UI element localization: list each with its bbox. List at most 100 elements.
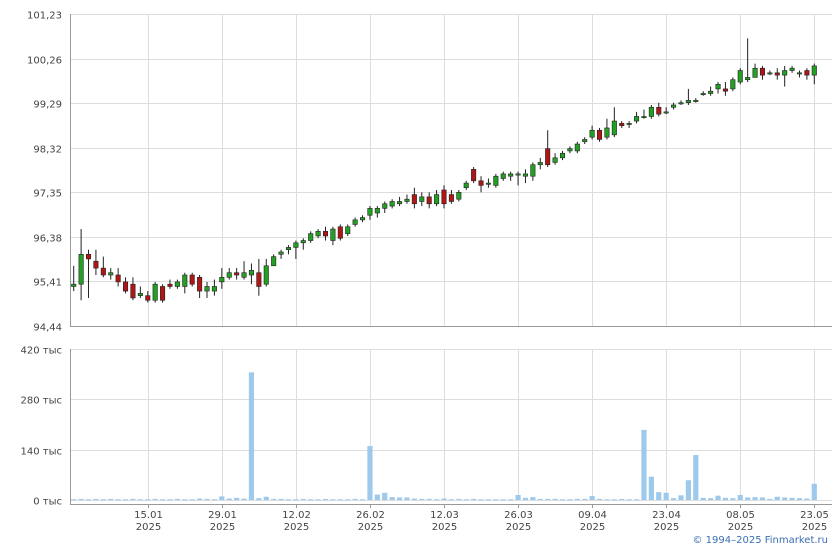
volume-bar — [78, 498, 84, 500]
volume-bar — [567, 499, 573, 501]
price-y-tick-label: 97,35 — [33, 189, 62, 200]
candle-body — [293, 242, 299, 248]
volume-bar — [108, 498, 114, 500]
candle-body — [315, 231, 321, 237]
volume-bar — [85, 499, 92, 501]
candle-body — [500, 173, 506, 179]
volume-bar — [463, 499, 469, 501]
candle-body — [345, 226, 351, 234]
candle-body — [226, 272, 232, 278]
candle-body — [137, 293, 143, 296]
volume-bar — [530, 497, 536, 500]
x-tick-label-year: 2025 — [432, 522, 457, 533]
volume-bar — [300, 498, 306, 500]
volume-bar — [100, 499, 106, 501]
price-y-tick-label: 100,26 — [27, 56, 62, 67]
volume-bar — [633, 499, 640, 501]
candle-body — [441, 189, 447, 205]
volume-bar — [471, 498, 477, 500]
volume-bar — [626, 499, 632, 501]
candle-body — [197, 276, 203, 292]
volume-bar — [478, 499, 484, 501]
x-tick-label-year: 2025 — [728, 522, 753, 533]
volume-bar — [730, 498, 736, 500]
candle-body — [745, 77, 751, 81]
volume-bar — [456, 498, 462, 500]
volume-bar — [122, 499, 129, 501]
volume-bar — [396, 497, 403, 500]
volume-bar — [508, 499, 514, 501]
x-tick-label-date: 12.03 — [430, 510, 459, 521]
candle-body — [167, 283, 173, 287]
candle-body — [493, 175, 499, 186]
volume-bar — [145, 499, 151, 501]
candle-body — [567, 148, 573, 152]
volume-bar — [426, 498, 432, 500]
candle-body — [530, 164, 536, 177]
volume-bar — [352, 498, 358, 500]
volume-bar — [619, 498, 625, 500]
volume-bar — [537, 498, 543, 500]
candle-body — [752, 67, 758, 78]
volume-bar — [582, 498, 588, 500]
volume-bar — [804, 498, 810, 500]
chart-axes — [70, 14, 832, 508]
candle-body — [404, 198, 410, 202]
volume-bar — [500, 499, 506, 501]
volume-bar — [167, 499, 173, 501]
candle-body — [759, 67, 765, 76]
volume-bar — [226, 498, 232, 500]
volume-bar — [545, 498, 551, 500]
volume-bar — [182, 499, 188, 501]
volume-bar — [441, 498, 447, 500]
candle-body — [389, 201, 395, 207]
tick-labels: 101,23 100,26 99,29 98,32 97,35 96,38 95,41 94,… — [21, 11, 829, 534]
volume-bar — [411, 498, 417, 500]
volume-bar — [693, 455, 699, 500]
volume-bar — [589, 496, 595, 500]
candle-body — [100, 267, 106, 276]
price-y-tick-label: 94,44 — [33, 323, 62, 334]
candle-body — [722, 88, 728, 92]
volume-bar — [315, 499, 321, 501]
volume-bar — [197, 498, 203, 500]
volume-bar — [559, 499, 566, 501]
candle-body — [397, 201, 403, 205]
x-tick-label-date: 23.04 — [652, 510, 681, 521]
price-y-tick-label: 96,38 — [33, 234, 62, 245]
volume-bars — [71, 372, 817, 501]
candle-body — [559, 152, 566, 159]
x-tick-label-year: 2025 — [210, 522, 235, 533]
candle-body — [522, 173, 528, 177]
candle-body — [300, 240, 306, 244]
volume-bar — [293, 499, 299, 501]
volume-bar — [574, 498, 580, 500]
candle-body — [204, 286, 210, 292]
volume-bar — [263, 496, 269, 500]
x-tick-label-date: 09.04 — [578, 510, 607, 521]
candle-body — [656, 106, 662, 115]
x-tick-label-year: 2025 — [284, 522, 309, 533]
x-tick-label-year: 2025 — [136, 522, 161, 533]
candle-body — [552, 157, 558, 163]
volume-y-tick-label: 420 тыс — [21, 346, 62, 357]
volume-bar — [434, 499, 440, 501]
volume-bar — [515, 494, 521, 500]
volume-bar — [211, 499, 218, 501]
x-tick-label-year: 2025 — [802, 522, 827, 533]
volume-bar — [241, 498, 247, 500]
candle-body — [782, 70, 788, 76]
volume-bar — [419, 498, 425, 500]
candle-body — [537, 162, 543, 166]
volume-bar — [485, 499, 492, 501]
volume-bar — [745, 497, 751, 500]
volume-y-tick-label: 140 тыс — [21, 447, 62, 458]
volume-bar — [604, 499, 610, 501]
volume-bar — [367, 446, 373, 500]
volume-bar — [256, 498, 262, 500]
volume-bar — [174, 498, 180, 500]
candle-body — [478, 180, 484, 186]
candle-body — [211, 286, 217, 292]
volume-bar — [648, 476, 654, 500]
candle-body — [123, 281, 129, 292]
